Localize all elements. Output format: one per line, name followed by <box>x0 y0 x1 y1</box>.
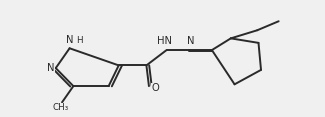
Text: O: O <box>151 83 159 93</box>
Text: N: N <box>66 35 74 45</box>
Text: CH₃: CH₃ <box>53 103 69 112</box>
Text: N: N <box>187 36 194 46</box>
Text: HN: HN <box>157 36 172 46</box>
Text: H: H <box>76 36 83 45</box>
Text: N: N <box>47 63 55 73</box>
